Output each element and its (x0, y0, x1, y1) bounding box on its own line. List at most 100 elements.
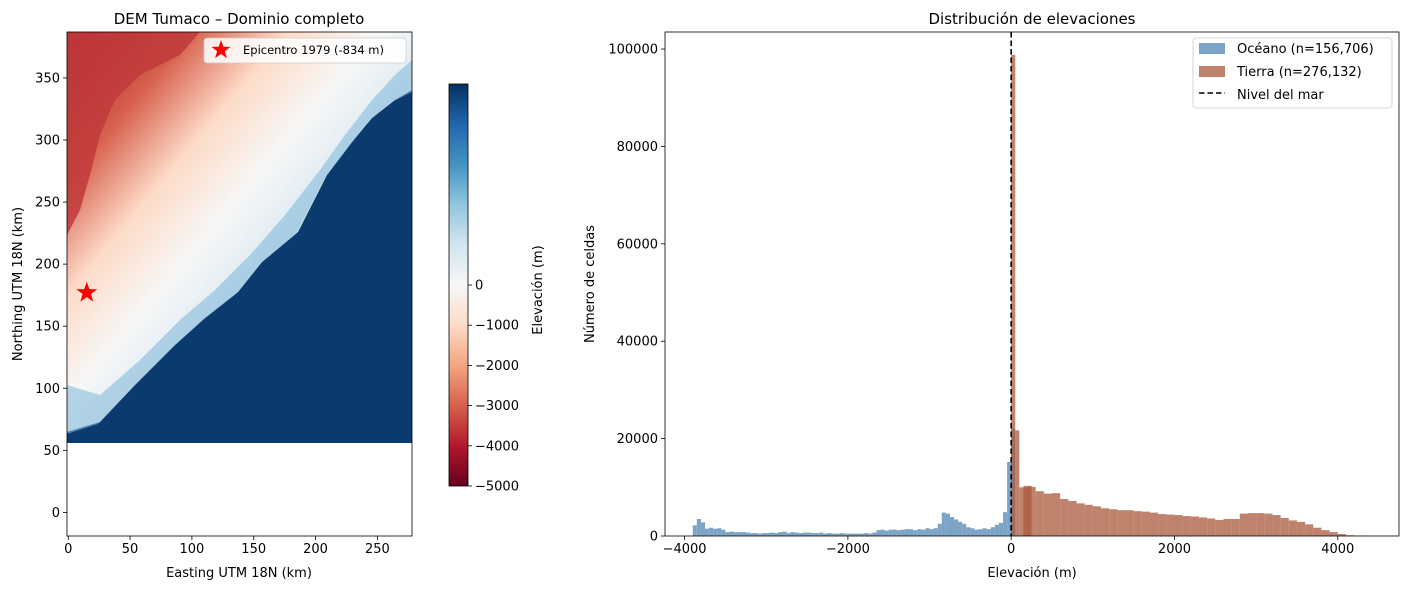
histogram-axes-frame (664, 31, 1400, 537)
land-bar (1231, 518, 1240, 536)
ocean-bar (851, 533, 857, 536)
ocean-bar (860, 533, 865, 536)
ocean-bar (802, 532, 808, 536)
ocean-bar (794, 532, 799, 536)
ocean-bar (998, 522, 1004, 536)
ocean-bar (933, 528, 938, 536)
ocean-bar (811, 533, 816, 536)
dem-high-elevation-region (67, 32, 200, 235)
ocean-bar (815, 533, 820, 536)
dem-x-tick-label: 0 (64, 542, 72, 557)
dem-shelf-transition-region (67, 60, 412, 434)
ocean-bar (770, 532, 775, 536)
histogram-x-tick-label: −2000 (826, 542, 870, 557)
ocean-bar (717, 528, 722, 536)
dem-x-tick-label: 100 (179, 542, 204, 557)
histogram-legend: Océano (n=156,706) Tierra (n=276,132) Ni… (1192, 37, 1393, 109)
colorbar-ticks: 0 −1000 −2000 −3000 −4000 −5000 (468, 279, 519, 495)
ocean-bar (700, 522, 705, 536)
ocean-bar (1003, 512, 1008, 536)
land-bar (1125, 510, 1134, 536)
ocean-bar (945, 513, 950, 536)
ocean-bar (909, 529, 914, 536)
dem-panel: DEM Tumaco – Dominio completo 0 50 100 150 2… (11, 10, 413, 581)
dem-y-tick-label: 150 (35, 320, 60, 335)
legend-ocean-swatch (1199, 43, 1225, 54)
legend-land-swatch (1199, 66, 1225, 77)
land-bar (1329, 532, 1338, 536)
ocean-bar (725, 532, 730, 536)
ocean-bar (819, 532, 824, 536)
dem-deep-ocean-region (67, 90, 412, 443)
land-bar (1019, 487, 1028, 536)
land-bar (1198, 517, 1208, 536)
ocean-bar (696, 518, 701, 536)
ocean-bar (888, 529, 893, 536)
histogram-y-ticks: 0 20000 40000 60000 80000 100000 (608, 43, 665, 545)
dem-y-tick-label: 100 (35, 382, 60, 397)
ocean-bar (753, 533, 759, 536)
land-bar (1011, 54, 1016, 536)
ocean-bar (929, 529, 934, 536)
ocean-bar (970, 528, 975, 536)
land-bar (1182, 516, 1191, 536)
ocean-bar (831, 533, 836, 536)
land-bar (1166, 514, 1175, 536)
land-bar (1133, 511, 1142, 536)
dem-legend-box (203, 37, 407, 64)
ocean-bar (937, 523, 942, 536)
ocean-bar (880, 529, 885, 536)
ocean-bar (782, 531, 787, 536)
ocean-bar (905, 529, 910, 536)
ocean-bar (713, 528, 718, 536)
dem-x-tick-label: 150 (241, 542, 266, 557)
colorbar-tick-label: −3000 (475, 399, 519, 414)
ocean-bar (884, 530, 889, 536)
ocean-bar (807, 532, 812, 536)
ocean-bar (827, 533, 832, 536)
land-bar (1052, 493, 1061, 536)
land-bar (1264, 513, 1273, 536)
ocean-bar (962, 523, 967, 536)
histogram-x-tick-label: 4000 (1321, 542, 1354, 557)
ocean-bar (974, 529, 979, 536)
colorbar: 0 −1000 −2000 −3000 −4000 −5000 Elevación (m) (448, 83, 546, 495)
legend-ocean-label: Océano (n=156,706) (1237, 42, 1374, 57)
ocean-bar (839, 533, 844, 536)
ocean-bar (941, 512, 946, 536)
ocean-bar (745, 532, 750, 536)
ocean-bar (692, 525, 697, 536)
histogram-x-tick-label: 2000 (1158, 542, 1191, 557)
ocean-bar (917, 529, 922, 536)
land-bar (1141, 511, 1150, 536)
histogram-x-ticks: −4000 −2000 0 2000 4000 (663, 536, 1354, 557)
histogram-x-tick-label: 0 (1007, 542, 1015, 557)
dem-y-tick-label: 350 (35, 71, 60, 86)
histogram-title: Distribución de elevaciones (929, 10, 1136, 28)
ocean-bar (896, 530, 901, 536)
ocean-bar (790, 532, 795, 536)
colorbar-tick-label: −5000 (475, 480, 519, 495)
ocean-bar (925, 528, 930, 536)
ocean-bar (872, 532, 877, 536)
histogram-y-tick-label: 60000 (617, 237, 658, 252)
colorbar-strip (448, 83, 469, 487)
land-bar (1015, 430, 1020, 536)
histogram-legend-box (1192, 37, 1393, 109)
land-bar (1256, 513, 1265, 536)
histogram-y-tick-label: 0 (650, 530, 658, 545)
land-bar (1215, 519, 1224, 536)
dem-y-tick-label: 200 (35, 258, 60, 273)
ocean-bar (729, 531, 734, 536)
ocean-bar (762, 533, 767, 536)
ocean-bar (741, 532, 746, 536)
land-bar (1100, 508, 1110, 536)
ocean-bar (966, 527, 971, 536)
land-bar (1092, 506, 1101, 536)
ocean-bar (892, 529, 897, 536)
histogram-panel: Distribución de elevaciones −4000 −2000 0 2… (583, 10, 1400, 581)
ocean-bar (843, 533, 848, 536)
ocean-bar (749, 533, 754, 536)
colorbar-tick-label: −2000 (475, 359, 519, 374)
ocean-bar (982, 528, 987, 536)
